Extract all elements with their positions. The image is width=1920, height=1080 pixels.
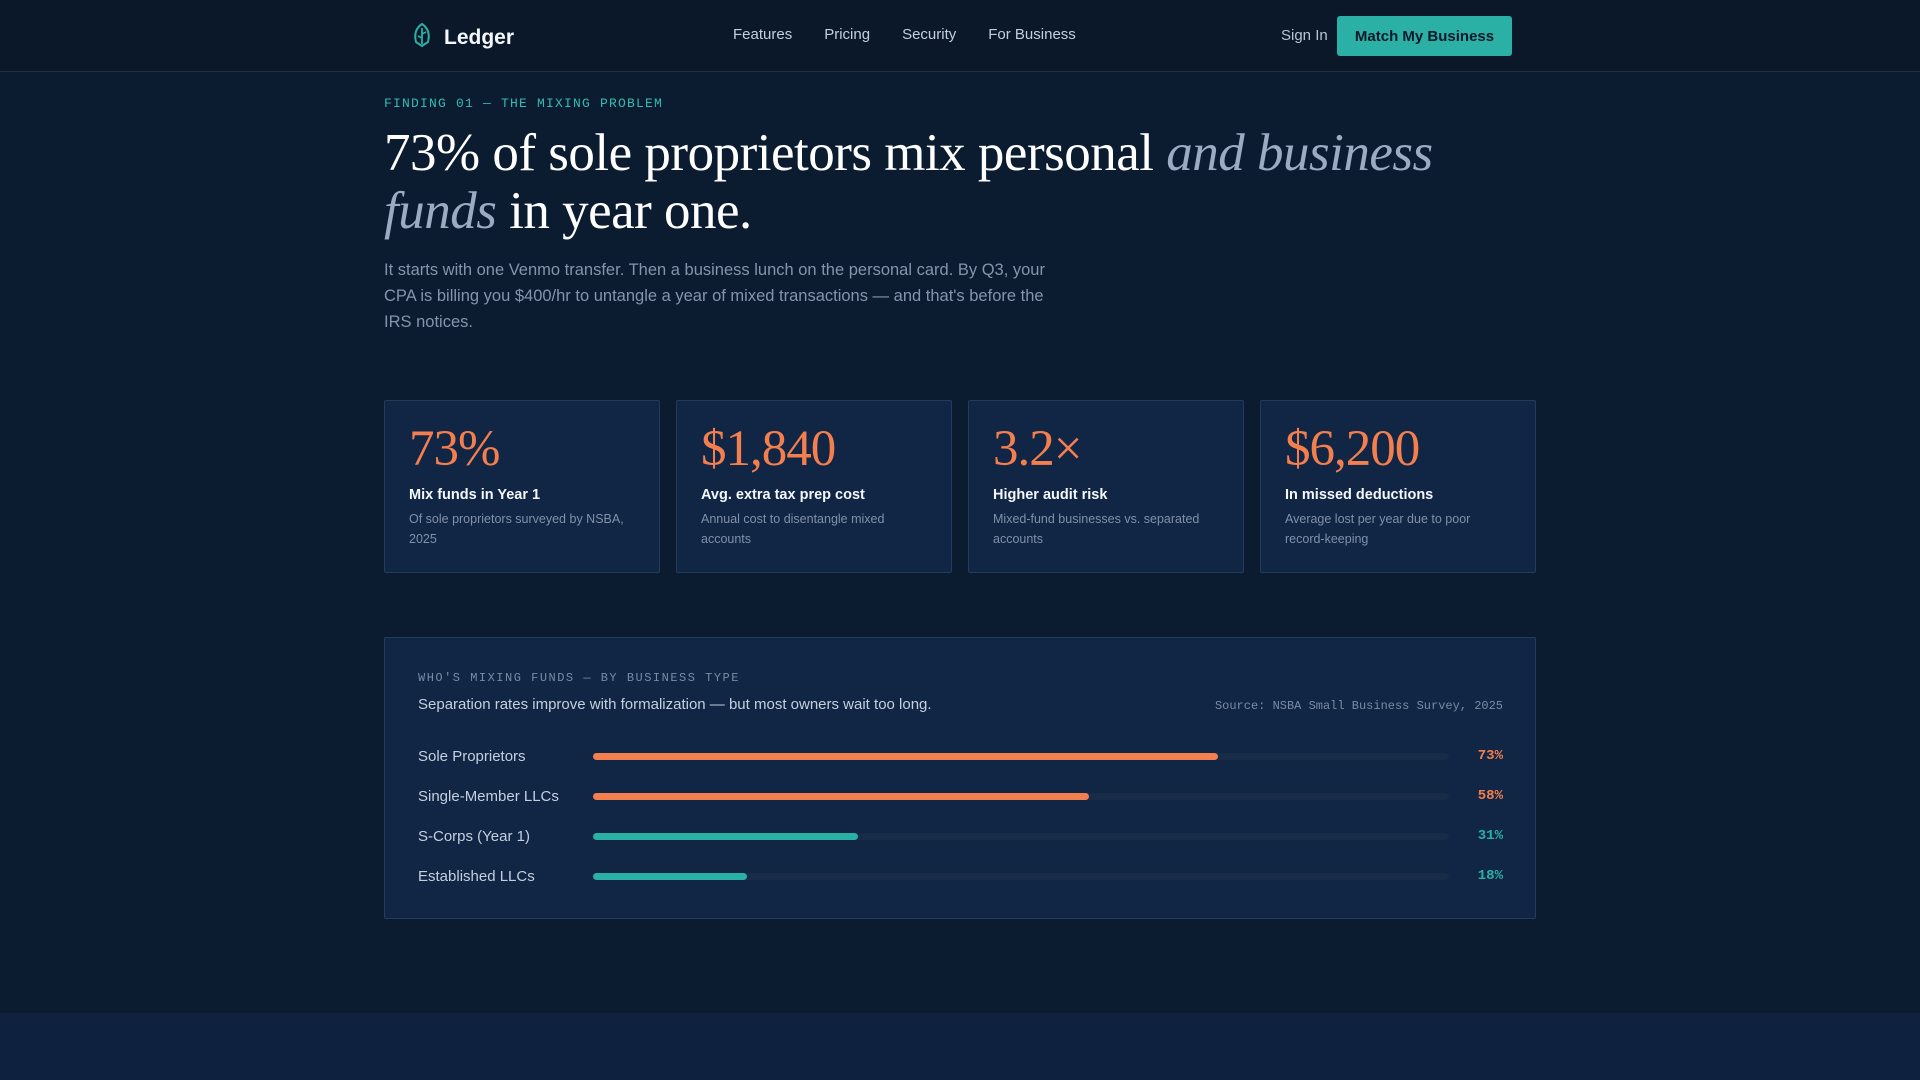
bar-value: 31%: [1477, 828, 1503, 844]
mixing-funds-chart-panel: WHO'S MIXING FUNDS — BY BUSINESS TYPE Se…: [384, 637, 1536, 919]
stat-value: 73%: [409, 421, 500, 477]
chart-kicker: WHO'S MIXING FUNDS — BY BUSINESS TYPE: [418, 671, 740, 685]
stat-card: 73% Mix funds in Year 1 Of sole propriet…: [384, 400, 660, 573]
headline-accent: and business funds: [384, 124, 1433, 240]
nav-links: Features Pricing Security For Business: [733, 26, 1076, 43]
stat-card: 3.2× Higher audit risk Mixed-fund busine…: [968, 400, 1244, 573]
stat-title: Higher audit risk: [993, 487, 1108, 503]
stat-value: $1,840: [701, 421, 836, 477]
sign-in-link[interactable]: Sign In: [1281, 27, 1328, 44]
footer-band: [0, 1013, 1920, 1080]
stat-title: Avg. extra tax prep cost: [701, 487, 865, 503]
stat-description: Annual cost to disentangle mixed account…: [701, 512, 885, 546]
hero-eyebrow: FINDING 01 — THE MIXING PROBLEM: [384, 96, 664, 111]
chart-title: Separation rates improve with formalizat…: [418, 696, 932, 713]
hero-lede: It starts with one Venmo transfer. Then …: [384, 261, 1045, 331]
nav-link-features[interactable]: Features: [733, 26, 793, 43]
stat-description: Mixed-fund businesses vs. separated acco…: [993, 512, 1200, 546]
bar-track: [593, 873, 1449, 880]
nav-link-for-business[interactable]: For Business: [988, 26, 1076, 43]
bar-track: [593, 793, 1449, 800]
nav-link-security[interactable]: Security: [902, 26, 957, 43]
bar-fill: [593, 753, 1218, 760]
brand-logo[interactable]: Ledger: [410, 22, 514, 53]
headline-main: 73% of sole proprietors mix personal: [384, 124, 1167, 182]
chart-source: Source: NSBA Small Business Survey, 2025: [1214, 699, 1503, 713]
top-navbar: Ledger Features Pricing Security For Bus…: [0, 0, 1920, 72]
bar-label: Sole Proprietors: [418, 748, 526, 765]
nav-link-pricing[interactable]: Pricing: [824, 26, 871, 43]
bar-label: Established LLCs: [418, 868, 535, 885]
bar-track: [593, 833, 1449, 840]
stat-value: 3.2×: [993, 421, 1083, 477]
stat-card: $1,840 Avg. extra tax prep cost Annual c…: [676, 400, 952, 573]
stat-description: Average lost per year due to poor record…: [1285, 512, 1471, 546]
bar-value: 58%: [1477, 788, 1503, 804]
bar-value: 18%: [1477, 868, 1503, 884]
bar-fill: [593, 873, 748, 880]
stat-title: In missed deductions: [1285, 487, 1434, 503]
stat-card: $6,200 In missed deductions Average lost…: [1260, 400, 1536, 573]
bar-track: [593, 753, 1449, 760]
stat-title: Mix funds in Year 1: [409, 487, 541, 503]
bar-label: S-Corps (Year 1): [418, 828, 530, 845]
bar-label: Single-Member LLCs: [418, 788, 559, 805]
headline-end: in year one.: [496, 182, 752, 240]
bar-value: 73%: [1477, 748, 1503, 764]
bar-fill: [593, 793, 1090, 800]
leaf-ledger-icon: [410, 22, 434, 53]
match-my-business-button[interactable]: Match My Business: [1337, 16, 1512, 56]
bar-fill: [593, 833, 859, 840]
stat-value: $6,200: [1285, 421, 1420, 477]
stat-description: Of sole proprietors surveyed by NSBA, 20…: [409, 512, 624, 546]
hero-headline: 73% of sole proprietors mix personal and…: [384, 124, 1524, 240]
brand-name: Ledger: [444, 25, 515, 49]
